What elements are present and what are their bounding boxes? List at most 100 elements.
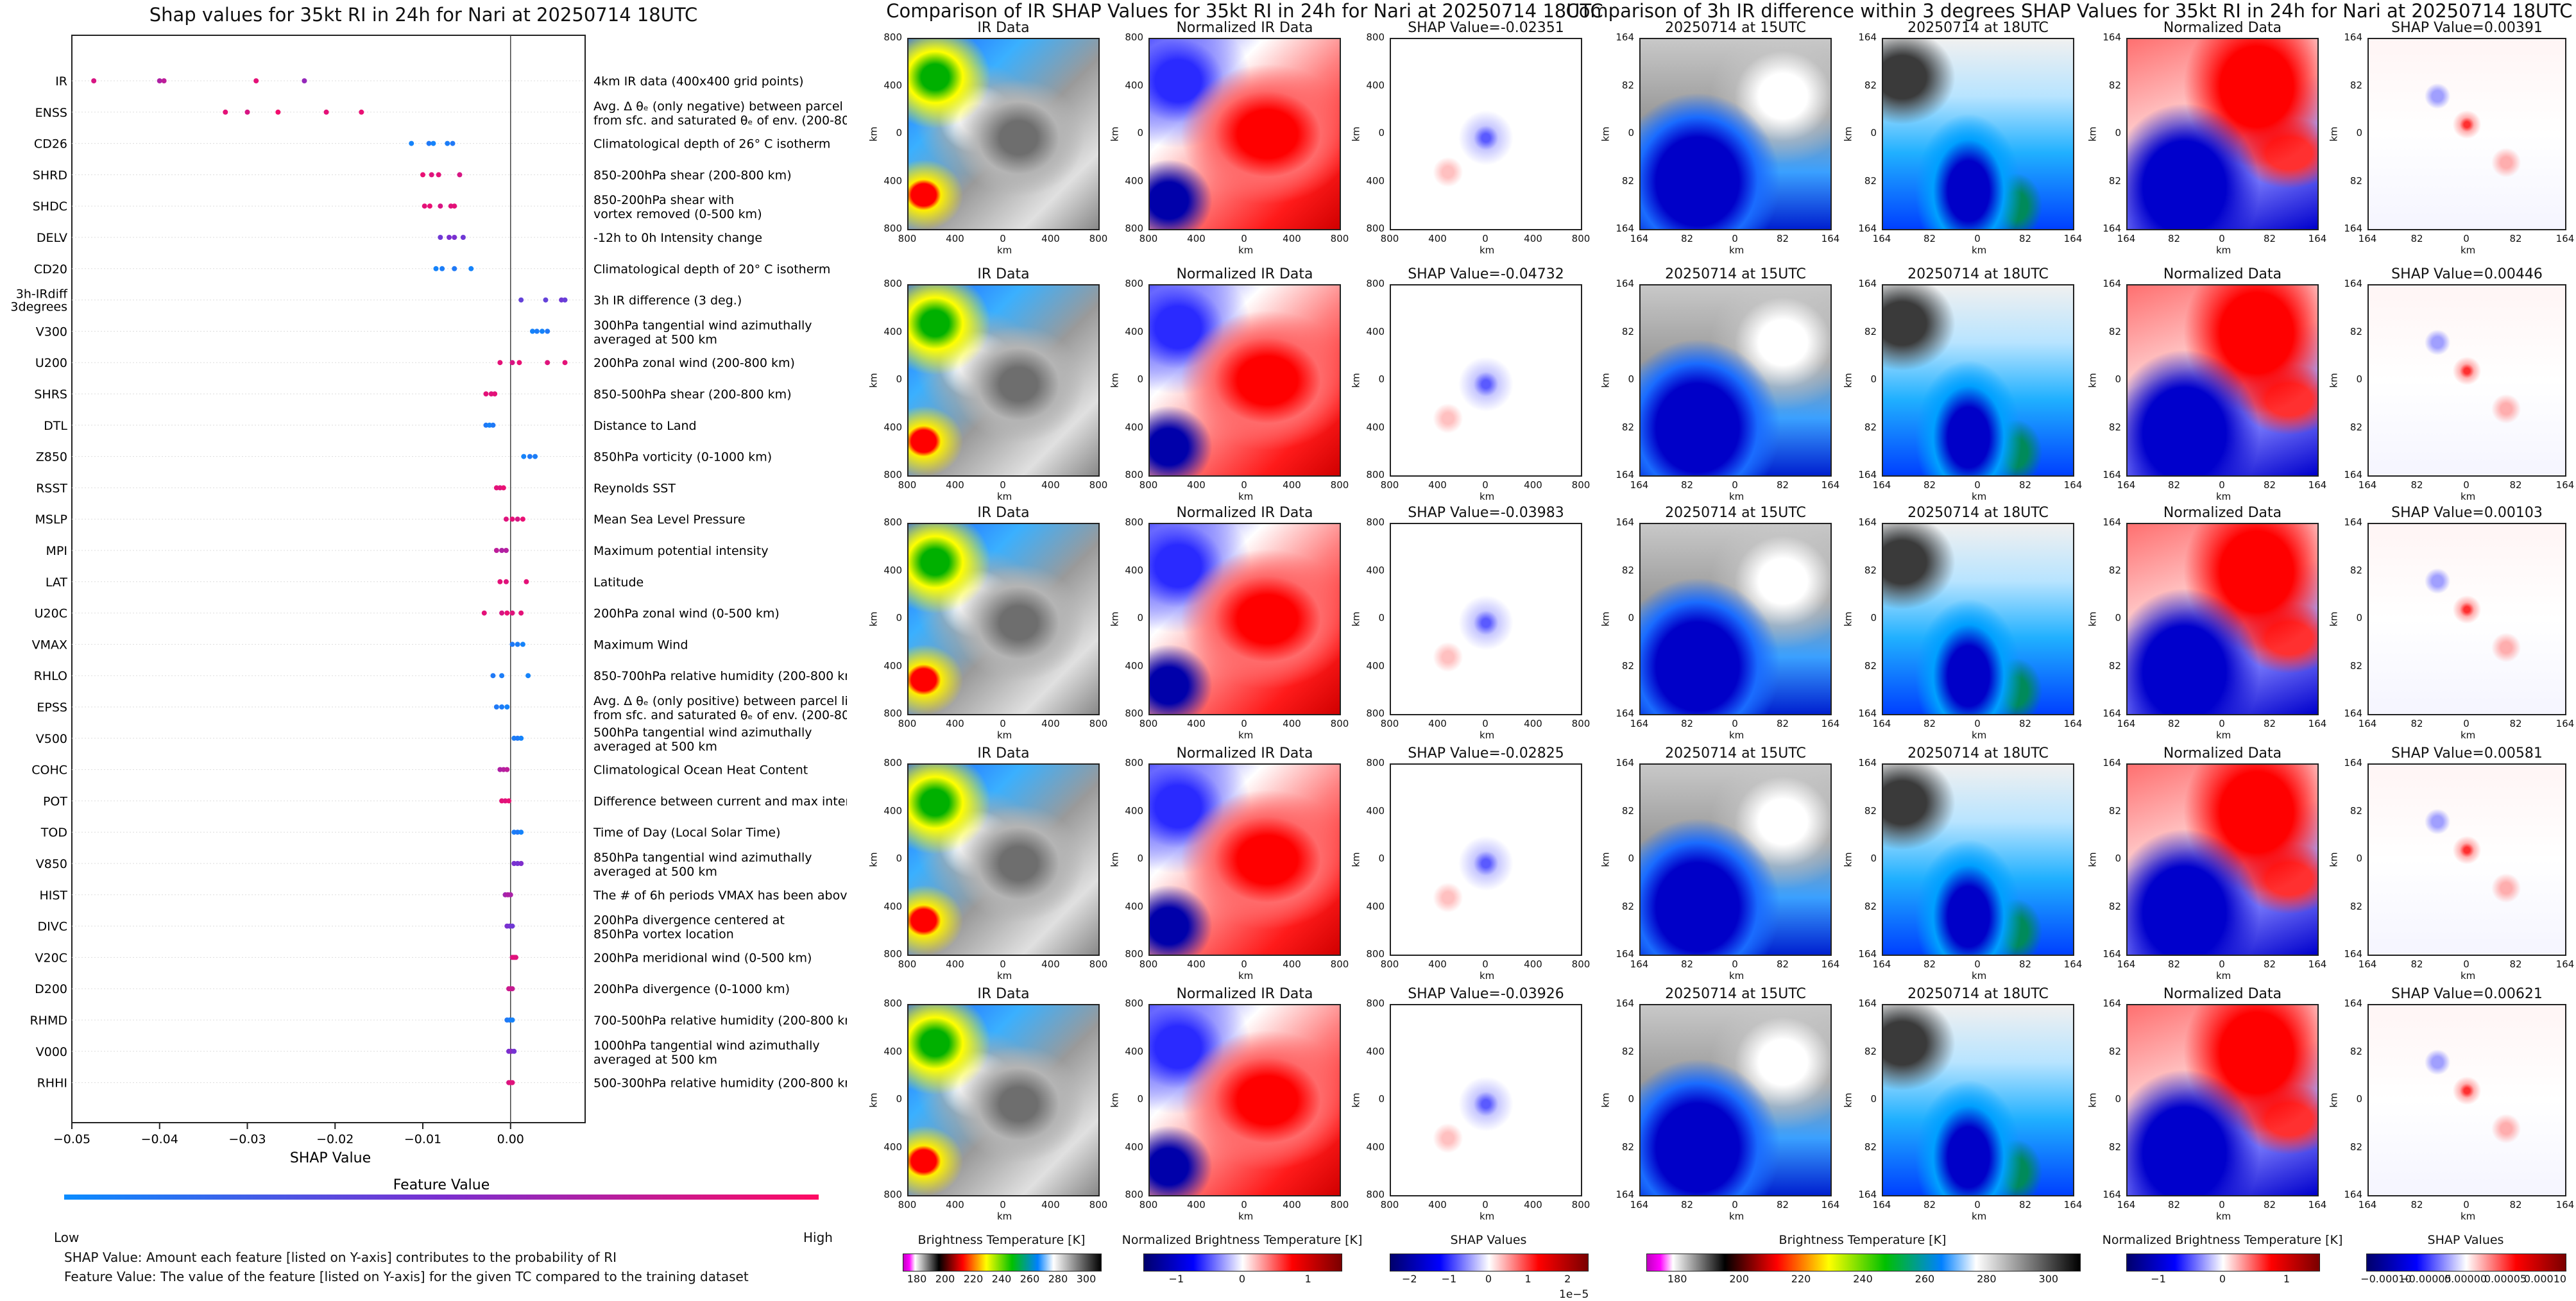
x-axis-label: SHAP Value bbox=[290, 1150, 371, 1166]
shap-point bbox=[516, 360, 522, 366]
colorbar-ir-shap-exponent: 1e−5 bbox=[1559, 1288, 1589, 1301]
diff-panel-y-tick: 82 bbox=[2108, 1141, 2121, 1153]
diff-panel-y-tick: 0 bbox=[1870, 373, 1877, 385]
diff-panel-y-tick: 82 bbox=[1621, 79, 1634, 91]
diff-panel-x-tick: 82 bbox=[2167, 233, 2181, 244]
diff-panel-x-tick: 82 bbox=[2018, 479, 2032, 491]
shap-point bbox=[511, 829, 517, 835]
diff-panel-y-tick: 164 bbox=[1616, 757, 1634, 769]
diff-normalized-panel-title: Normalized Data bbox=[2163, 986, 2282, 1002]
shap-point bbox=[543, 297, 549, 303]
diff-panel-x-tick: 82 bbox=[1680, 1199, 1694, 1211]
diff-panel-y-axis-label: km bbox=[2086, 611, 2099, 627]
diff-panel-y-tick: 0 bbox=[2356, 853, 2362, 864]
feature-name-label: DIVC bbox=[38, 920, 68, 934]
diff-panel-y-tick: 164 bbox=[2344, 31, 2362, 43]
diff-panel-y-tick: 164 bbox=[2103, 223, 2121, 234]
ir-panel-y-axis-label: km bbox=[1350, 611, 1362, 627]
shap-point bbox=[499, 673, 505, 679]
diff-panel-y-tick: 82 bbox=[2108, 1045, 2121, 1057]
diff-panel-x-tick: 164 bbox=[2555, 718, 2575, 729]
diff-panel-x-axis-label: km bbox=[2216, 970, 2231, 982]
shap-point bbox=[506, 798, 512, 804]
ir-panel-y-axis-label: km bbox=[1350, 1093, 1362, 1108]
shap-point bbox=[450, 140, 456, 146]
diff-shap-value-title: SHAP Value=0.00581 bbox=[2391, 745, 2543, 761]
diff-panel-x-tick: 164 bbox=[2555, 233, 2575, 244]
diff-panel-y-axis-label: km bbox=[1599, 1093, 1612, 1108]
diff-panel-x-tick: 82 bbox=[1923, 233, 1936, 244]
ir-panel-x-tick: 400 bbox=[1187, 233, 1206, 244]
ir-panel-y-tick: 800 bbox=[1125, 1189, 1143, 1200]
feature-name-label: DELV bbox=[37, 231, 67, 245]
diff-panel-y-tick: 0 bbox=[1628, 853, 1634, 864]
colorbar-tick-label: 0.00010 bbox=[2523, 1273, 2567, 1285]
ir-panel-x-tick: 400 bbox=[1428, 1199, 1447, 1211]
diff-panel-x-axis-label: km bbox=[1972, 729, 1987, 741]
shap-point bbox=[504, 610, 510, 616]
diff-panel-x-tick: 82 bbox=[1776, 958, 1789, 970]
diff-panel-y-axis-label: km bbox=[2328, 852, 2340, 867]
diff-panel-x-tick: 82 bbox=[2263, 1199, 2276, 1211]
ir-panel-y-tick: 800 bbox=[883, 31, 902, 43]
shap-point bbox=[433, 266, 439, 271]
diff-panel-x-axis-label: km bbox=[2461, 970, 2476, 982]
diff-panel-y-tick: 164 bbox=[2103, 1189, 2121, 1200]
ir-panel-y-tick: 800 bbox=[1125, 757, 1143, 769]
shap-point bbox=[223, 109, 228, 115]
diff-panel-y-axis-label: km bbox=[2328, 1093, 2340, 1108]
feature-description-label: 1000hPa tangential wind azimuthally avera… bbox=[593, 1039, 820, 1067]
shap-point bbox=[359, 109, 364, 115]
diff-panel-y-tick: 164 bbox=[2103, 516, 2121, 528]
ir-panel-y-tick: 800 bbox=[883, 223, 902, 234]
shap-point bbox=[509, 516, 515, 522]
shap-point bbox=[508, 892, 513, 897]
feature-description-label: 200hPa divergence (0-1000 km) bbox=[593, 982, 790, 996]
ir-panel-y-tick: 800 bbox=[1366, 948, 1385, 960]
ir-panel-y-axis-label: km bbox=[867, 126, 880, 142]
shap-points bbox=[91, 78, 568, 1085]
diff-panel-x-axis-label: km bbox=[1729, 491, 1744, 502]
diff-panel-x-tick: 0 bbox=[1974, 1199, 1981, 1211]
diff-panel-x-axis-label: km bbox=[2216, 491, 2231, 502]
diff-panel-y-tick: 82 bbox=[1621, 1045, 1634, 1057]
ir-data-panel-title: IR Data bbox=[977, 505, 1030, 521]
diff-panel-x-tick: 164 bbox=[2555, 479, 2575, 491]
ir-panel-x-tick: 400 bbox=[1524, 958, 1542, 970]
ir-panel-x-tick: 800 bbox=[1330, 958, 1349, 970]
shap-point bbox=[447, 235, 452, 240]
shap-point bbox=[509, 1080, 515, 1085]
shap-point bbox=[529, 328, 535, 334]
ir-18utc-panel-title: 20250714 at 18UTC bbox=[1907, 20, 2049, 36]
diff-panel-y-tick: 164 bbox=[2103, 757, 2121, 769]
shap-point bbox=[499, 798, 505, 804]
shap-point bbox=[429, 172, 434, 178]
ir-15utc-panel-title: 20250714 at 15UTC bbox=[1665, 20, 1806, 36]
diff-panel-y-axis-label: km bbox=[1842, 373, 1854, 388]
diff-panel-y-axis-label: km bbox=[1842, 1093, 1854, 1108]
diff-panel-x-tick: 0 bbox=[1732, 1199, 1738, 1211]
ir-panel-x-tick: 0 bbox=[1241, 958, 1247, 970]
diff-panel-y-tick: 82 bbox=[1621, 1141, 1634, 1153]
feature-description-label: 200hPa zonal wind (200-800 km) bbox=[593, 356, 795, 370]
ir-panel-y-tick: 400 bbox=[1366, 325, 1385, 337]
ir-panel-x-axis-label: km bbox=[997, 244, 1012, 256]
ir-panel-x-tick: 0 bbox=[1482, 479, 1488, 491]
diff-panel-y-axis-label: km bbox=[2086, 373, 2099, 388]
ir-15utc-image bbox=[1639, 523, 1832, 715]
ir-panel-x-tick: 400 bbox=[1041, 718, 1060, 729]
diff-panel-y-tick: 164 bbox=[2344, 469, 2362, 480]
diff-panel-y-tick: 0 bbox=[1870, 853, 1877, 864]
ir-panel-x-tick: 400 bbox=[1524, 1199, 1542, 1211]
colorbar-tick-label: 2 bbox=[1564, 1273, 1571, 1285]
diff-panel-y-tick: 82 bbox=[2108, 804, 2121, 817]
feature-name-label: POT bbox=[43, 794, 67, 808]
shap-point bbox=[509, 642, 515, 647]
diff-panel-y-tick: 82 bbox=[2350, 564, 2362, 576]
ir-panel-y-tick: 400 bbox=[883, 659, 902, 672]
diff-panel-y-tick: 164 bbox=[2103, 31, 2121, 43]
normalized-ir-image bbox=[1148, 763, 1341, 956]
ir-panel-y-tick: 800 bbox=[1366, 516, 1385, 528]
diff-panel-y-tick: 164 bbox=[2103, 469, 2121, 480]
diff-panel-y-axis-label: km bbox=[1842, 852, 1854, 867]
